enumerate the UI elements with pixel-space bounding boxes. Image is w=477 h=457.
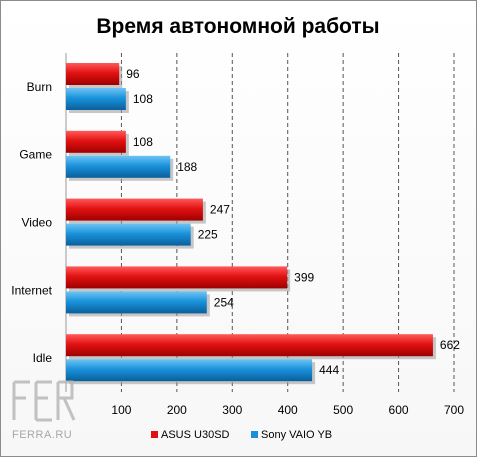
bar-asus-u30sd-game: [66, 130, 126, 153]
value-labels: 96 108 108 188 247 225 399 254 662 444: [126, 67, 460, 377]
legend-label-asus: ASUS U30SD: [161, 429, 230, 441]
category-label-idle: Idle: [33, 351, 53, 365]
bars: [66, 63, 436, 385]
bar-sony-vaio-yb-internet: [66, 291, 207, 314]
value-label-asus-u30sd-internet: 399: [294, 270, 314, 284]
value-label-sony-vaio-yb-internet: 254: [214, 295, 234, 309]
ferra-logo-text: FERRA.RU: [12, 429, 72, 441]
legend-swatch-asus: [151, 431, 158, 438]
bar-asus-u30sd-internet: [66, 266, 288, 289]
bar-sony-vaio-yb-video: [66, 223, 191, 246]
category-label-internet: Internet: [11, 283, 52, 297]
value-label-asus-u30sd-game: 108: [133, 135, 153, 149]
value-label-asus-u30sd-idle: 662: [440, 338, 460, 352]
value-label-sony-vaio-yb-game: 188: [177, 160, 197, 174]
chart-title: Время автономной работы: [96, 15, 379, 38]
x-tick-label-700: 700: [444, 403, 464, 417]
ferra-logo-icon: [12, 380, 76, 422]
ferra-logo: FERRA.RU: [12, 380, 76, 441]
legend: ASUS U30SD Sony VAIO YB: [151, 429, 332, 441]
x-tick-label-300: 300: [222, 403, 242, 417]
bar-asus-u30sd-burn: [66, 63, 120, 85]
value-label-asus-u30sd-video: 247: [210, 203, 230, 217]
x-tick-label-400: 400: [278, 403, 298, 417]
value-label-sony-vaio-yb-idle: 444: [319, 363, 339, 377]
x-tick-label-100: 100: [111, 403, 131, 417]
category-label-game: Game: [19, 148, 52, 162]
bar-asus-u30sd-video: [66, 198, 203, 221]
x-tick-label-600: 600: [389, 403, 409, 417]
value-label-sony-vaio-yb-burn: 108: [133, 92, 153, 106]
bar-sony-vaio-yb-burn: [66, 88, 126, 110]
category-label-video: Video: [22, 216, 53, 230]
legend-swatch-sony: [251, 431, 258, 438]
value-label-sony-vaio-yb-video: 225: [198, 228, 218, 242]
bar-sony-vaio-yb-game: [66, 155, 171, 178]
category-label-burn: Burn: [27, 80, 52, 94]
legend-label-sony: Sony VAIO YB: [261, 429, 332, 441]
value-label-asus-u30sd-burn: 96: [126, 67, 140, 81]
x-tick-labels: 100 200 300 400 500 600 700: [111, 403, 464, 417]
bar-sony-vaio-yb-idle: [66, 359, 313, 382]
category-labels: Burn Game Video Internet Idle: [11, 80, 52, 365]
x-tick-label-200: 200: [167, 403, 187, 417]
x-tick-label-500: 500: [333, 403, 353, 417]
bar-asus-u30sd-idle: [66, 334, 433, 357]
